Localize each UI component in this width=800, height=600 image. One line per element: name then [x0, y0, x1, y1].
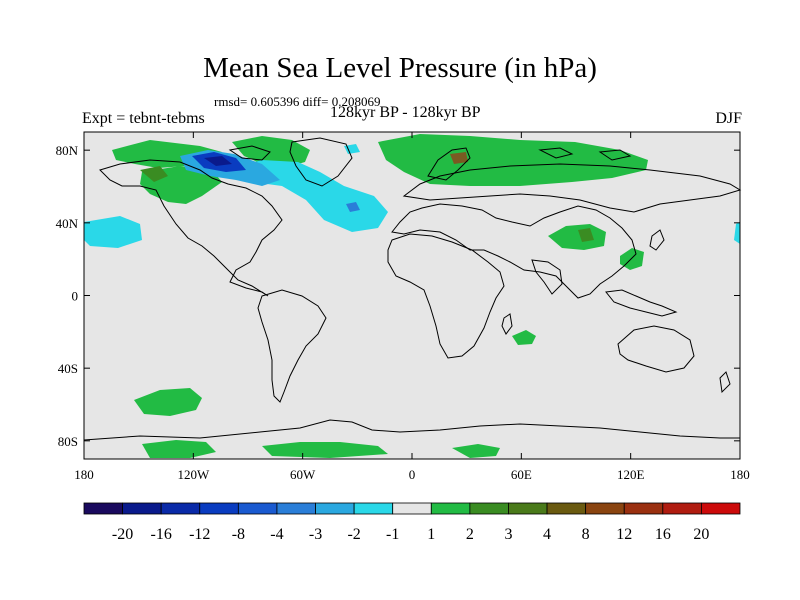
coastline-eurasia [391, 163, 742, 299]
colorbar-label: 20 [693, 526, 709, 543]
colorbar-swatch [701, 502, 741, 515]
colorbar-swatch [160, 502, 201, 515]
colorbar-label: 1 [427, 526, 435, 543]
anomaly-core [450, 152, 468, 164]
colorbar-label: -12 [189, 526, 210, 543]
colorbar-swatch [508, 502, 548, 515]
coastline-india [531, 259, 563, 295]
lat-tick-label: 40N [56, 216, 79, 231]
coastline-madagascar [501, 313, 513, 335]
colorbar: -20 -16 -12 -8 -4 -3 -2 -1 1 2 3 4 8 12 16 20 [83, 502, 741, 543]
anomaly-core [140, 166, 168, 182]
anomaly-region-positive [134, 388, 202, 416]
anomaly-region-positive [232, 136, 310, 168]
colorbar-swatch [237, 502, 278, 515]
experiment-label: Expt = tebnt-tebms [82, 110, 205, 127]
lon-tick-label: 60E [511, 467, 532, 482]
coastline-antarctica [83, 419, 740, 441]
coastlines [83, 137, 742, 441]
colorbar-label: 16 [655, 526, 671, 543]
colorbar-label: 3 [504, 526, 512, 543]
anomaly-region-positive [262, 442, 388, 458]
lon-tick-label: 180 [730, 467, 750, 482]
lat-tick-label: 80S [58, 434, 78, 449]
colorbar-swatch [392, 502, 432, 515]
colorbar-swatch [122, 502, 162, 515]
anomaly-region-positive [452, 444, 500, 458]
colorbar-label: 4 [543, 526, 551, 543]
longitude-axis: 180 120W 60W 0 60E 120E 180 [74, 132, 750, 482]
colorbar-swatch [469, 502, 509, 515]
coastline-australia [617, 325, 695, 373]
lon-tick-label: 60W [290, 467, 316, 482]
colorbar-label: -2 [347, 526, 360, 543]
lat-tick-label: 0 [72, 289, 79, 304]
colorbar-swatch [315, 502, 355, 515]
anomaly-region-negative [734, 222, 740, 244]
colorbar-label: 8 [582, 526, 590, 543]
coastline-north-america [99, 159, 283, 297]
colorbar-swatch [585, 502, 625, 515]
anomaly-region-negative [344, 144, 360, 154]
colorbar-label: -20 [112, 526, 133, 543]
lon-tick-label: 120E [617, 467, 645, 482]
anomaly-region-positive [142, 440, 216, 458]
lat-tick-label: 80N [56, 143, 79, 158]
anomaly-region-negative [84, 216, 142, 248]
colorbar-label: 12 [616, 526, 632, 543]
colorbar-label: -16 [151, 526, 172, 543]
season-label: DJF [715, 110, 742, 127]
lon-tick-label: 0 [409, 467, 416, 482]
anomaly-region-positive [512, 330, 536, 345]
anomaly-region-positive [548, 224, 606, 250]
coastline-new-zealand [719, 371, 731, 394]
lon-tick-label: 120W [177, 467, 210, 482]
colorbar-swatch [83, 502, 123, 515]
coastline-greenland [289, 137, 353, 187]
anomaly-core [578, 228, 594, 242]
anomaly-region-negative [346, 202, 360, 212]
coastline-japan [649, 229, 665, 251]
colorbar-label: -4 [270, 526, 283, 543]
coastline-south-america [257, 289, 327, 403]
colorbar-label: -3 [309, 526, 322, 543]
coastline-africa [387, 233, 505, 359]
colorbar-label: -1 [386, 526, 399, 543]
colorbar-label: -8 [232, 526, 245, 543]
colorbar-swatch [199, 502, 239, 515]
lon-tick-label: 180 [74, 467, 94, 482]
coastline-scandinavia [427, 147, 471, 181]
stats-text: rmsd= 0.605396 diff= 0.208069 [214, 94, 381, 109]
anomaly-region-negative [204, 156, 232, 166]
coastline-se-asia [605, 289, 678, 317]
colorbar-swatch [662, 502, 702, 515]
colorbar-swatch [276, 502, 316, 515]
colorbar-label: 2 [466, 526, 474, 543]
colorbar-swatch [430, 502, 471, 515]
latitude-axis: 80N 40N 0 40S 80S [56, 143, 740, 449]
chart-title: Mean Sea Level Pressure (in hPa) [203, 52, 597, 84]
anomaly-region-positive [378, 134, 648, 186]
colorbar-swatch [546, 502, 587, 515]
subtitle: 128kyr BP - 128kyr BP [330, 104, 481, 121]
lat-tick-label: 40S [58, 361, 78, 376]
coastline-arctic-islands [228, 145, 632, 161]
colorbar-swatch [623, 502, 664, 515]
colorbar-swatch [353, 502, 394, 515]
